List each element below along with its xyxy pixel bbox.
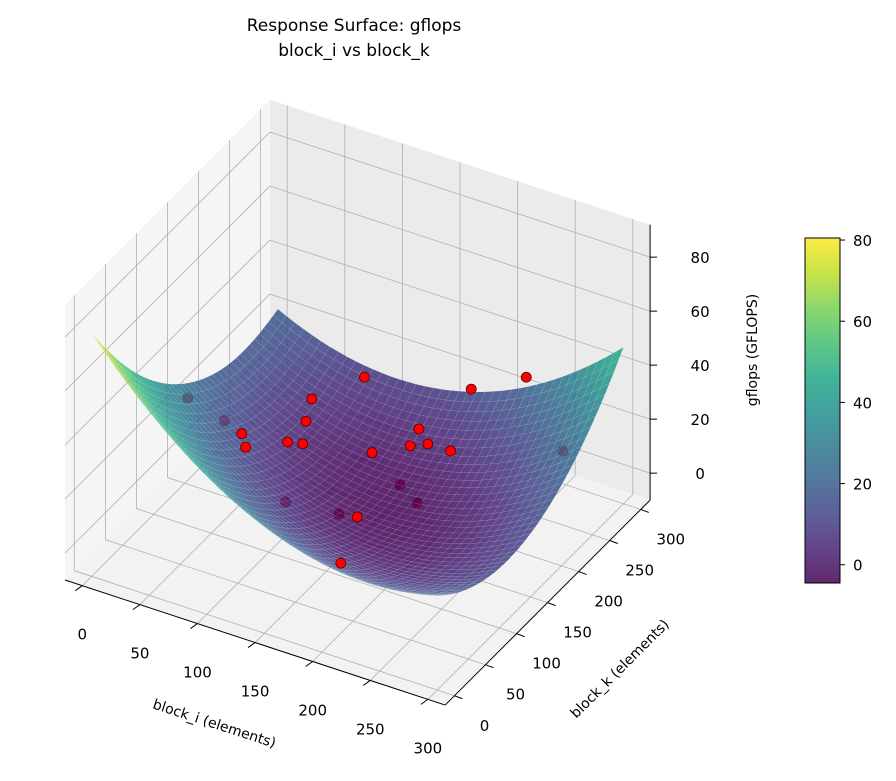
grid-line <box>64 131 271 338</box>
chart-title: Response Surface: gflops <box>247 16 462 36</box>
surface-patch <box>516 533 531 543</box>
scatter-in-front <box>236 371 532 569</box>
data-point <box>404 440 416 452</box>
y-tick-mark <box>609 540 618 544</box>
x-tick-label: 250 <box>356 720 385 738</box>
x-tick-label: 300 <box>414 739 443 757</box>
x-tick-label: 200 <box>298 701 327 719</box>
x-tick-mark <box>74 585 83 592</box>
surface-patch <box>553 473 569 487</box>
data-point <box>297 438 309 450</box>
data-point <box>306 393 318 405</box>
colorbar-tick-label: 80 <box>853 232 872 250</box>
surface-patch <box>563 455 578 470</box>
surface-patch <box>605 359 620 377</box>
data-point <box>413 423 425 435</box>
grid-line <box>269 131 651 258</box>
data-point <box>520 371 532 383</box>
data-point <box>422 438 434 450</box>
tick-labels: 0501001502002503000501001502002503000204… <box>74 249 710 757</box>
surface-patch <box>591 394 606 411</box>
data-point <box>445 445 456 457</box>
chart-subtitle: block_i vs block_k <box>278 41 430 61</box>
grid-line <box>136 508 517 635</box>
z-tick-label: 60 <box>691 303 710 321</box>
grid-line <box>74 570 455 697</box>
y-tick-label: 0 <box>480 717 490 735</box>
x-tick-mark <box>132 604 141 611</box>
z-tick-label: 80 <box>691 249 710 267</box>
surface-patch <box>465 583 480 587</box>
surface-patch <box>549 482 564 495</box>
colorbar: 0 20 40 60 80 <box>804 232 872 584</box>
x-tick-mark <box>305 661 313 667</box>
y-tick-mark <box>454 695 463 700</box>
grid-line <box>269 185 651 312</box>
y-tick-label: 250 <box>625 562 654 580</box>
x-tick-mark <box>247 642 256 648</box>
y-tick-label: 200 <box>594 593 623 611</box>
surface-patch <box>461 585 475 590</box>
data-point <box>282 436 293 448</box>
surface-patch <box>535 506 550 517</box>
surface-patch <box>470 580 484 585</box>
x-tick-mark <box>362 680 371 686</box>
data-point <box>359 371 370 383</box>
data-point <box>335 557 347 569</box>
y-tick-label: 300 <box>656 530 685 548</box>
surface-patch <box>428 594 442 596</box>
grid-line <box>64 185 271 392</box>
data-point <box>300 415 312 427</box>
y-tick-label: 150 <box>563 624 592 642</box>
grid-line <box>105 539 486 666</box>
y-tick-label: 50 <box>506 686 525 704</box>
x-tick-label: 0 <box>78 626 88 644</box>
surface-patch <box>595 382 610 400</box>
surface-patch <box>586 405 601 421</box>
x-axis-label: block_i (elements) <box>151 697 278 752</box>
y-tick-label: 100 <box>532 655 561 673</box>
colorbar-tick-label: 20 <box>853 476 872 494</box>
data-point <box>236 428 248 440</box>
z-tick-label: 20 <box>691 411 710 429</box>
z-tick-label: 40 <box>691 357 710 375</box>
data-point <box>351 511 363 523</box>
response-surface <box>91 308 624 596</box>
data-point <box>465 383 477 395</box>
z-axis-label: gflops (GFLOPS) <box>745 294 761 406</box>
data-point <box>366 447 378 459</box>
x-tick-label: 100 <box>183 664 212 682</box>
y-tick-mark <box>547 602 556 607</box>
data-point <box>240 441 252 453</box>
surface-patch <box>530 513 545 524</box>
colorbar-tick-label: 40 <box>853 394 872 412</box>
x-tick-mark <box>190 623 198 629</box>
y-tick-mark <box>516 633 525 638</box>
x-tick-label: 150 <box>241 683 270 701</box>
x-tick-label: 50 <box>130 645 149 663</box>
y-tick-mark <box>578 571 587 576</box>
x-tick-mark <box>420 698 429 705</box>
y-tick-mark <box>485 664 494 669</box>
colorbar-tick-label: 60 <box>853 313 872 331</box>
z-tick-label: 0 <box>695 465 705 483</box>
colorbar-gradient <box>804 237 841 584</box>
grid-line <box>64 239 271 446</box>
y-tick-mark <box>640 508 649 513</box>
colorbar-tick-label: 0 <box>853 557 863 575</box>
grid-line <box>269 239 651 366</box>
